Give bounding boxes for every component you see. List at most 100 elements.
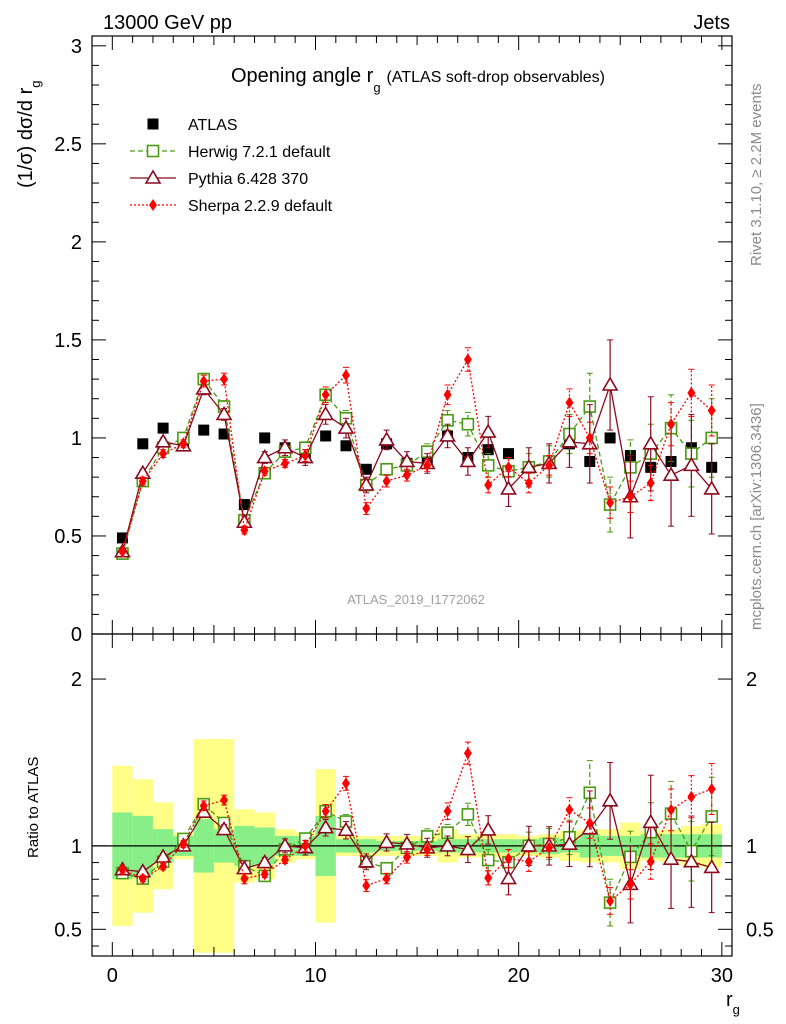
series-point-main [378, 431, 395, 446]
atlas-data-point-main [238, 499, 250, 511]
series-point-ratio [256, 853, 274, 869]
series-line-ratio [122, 752, 712, 903]
series-point-main [565, 396, 574, 409]
series-point-main [481, 459, 495, 472]
chart-title-main: Opening angle r [231, 65, 374, 87]
series-point-ratio [378, 833, 395, 849]
series-point-main [601, 376, 619, 391]
legend-marker [149, 199, 157, 211]
legend: ATLAS Herwig 7.2.1 default Pythia 6.428 37… [130, 117, 333, 215]
series-point-main [703, 480, 721, 495]
process-label: Jets [693, 12, 730, 34]
series-point-main [524, 477, 533, 490]
series-point-ratio [463, 747, 472, 760]
legend-label: Sherpa 2.2.9 default [188, 198, 333, 215]
atlas-data-point-main [320, 430, 332, 442]
y-tick-label-main: 1.5 [54, 330, 82, 352]
series-point-ratio [707, 782, 716, 795]
series-point-main [439, 427, 456, 442]
series-line-ratio [122, 799, 712, 887]
series-point-ratio [545, 841, 554, 854]
series-point-ratio [301, 839, 310, 852]
y-tick-label-main: 0.5 [54, 526, 82, 548]
x-axis-label-sub: g [733, 1002, 740, 1017]
energy-label: 13000 GeV pp [103, 12, 232, 34]
x-tick-label: 30 [711, 965, 733, 987]
series-point-main [585, 431, 594, 444]
series-point-main [301, 449, 310, 462]
series-point-ratio [179, 838, 188, 851]
series-point-main [321, 388, 330, 401]
series-point-main [682, 456, 700, 472]
legend-item: Herwig 7.2.1 default [130, 144, 331, 161]
series-point-main [646, 477, 655, 490]
series-point-ratio [520, 837, 538, 852]
series-point-ratio [461, 808, 475, 821]
series-point-ratio [402, 851, 411, 864]
atlas-data-point-main [340, 440, 352, 452]
y-axis-label-main-sub: g [28, 81, 43, 88]
x-tick-label: 0 [107, 965, 118, 987]
series-point-ratio [443, 805, 452, 818]
series-point-ratio [682, 853, 700, 868]
y-axis-label-main-text: (1/σ) dσ/d r [15, 87, 37, 188]
legend-label: Pythia 6.428 370 [188, 171, 308, 188]
y-tick-label-main: 2.5 [54, 134, 82, 156]
series-point-ratio [481, 853, 495, 867]
y-tick-label-main: 0 [71, 624, 82, 646]
series-point-ratio [215, 820, 233, 836]
series-point-main [159, 447, 168, 460]
chart-title-sub: g [373, 80, 380, 95]
series-point-main [402, 469, 411, 482]
series-point-main [382, 475, 391, 488]
series-point-ratio [626, 878, 635, 891]
legend-item: Pythia 6.428 370 [130, 169, 308, 188]
y-axis-label-main: (1/σ) dσ/d rg [15, 81, 43, 189]
x-tick-label: 20 [508, 965, 530, 987]
series-point-main [606, 496, 615, 509]
series-point-main [561, 433, 578, 448]
series-point-ratio [317, 819, 335, 834]
series-point-ratio [504, 852, 513, 865]
series-point-ratio [565, 803, 574, 816]
series-point-main [398, 452, 416, 468]
series-point-ratio [276, 837, 294, 852]
series-point-ratio [662, 850, 680, 865]
series-point-main [240, 524, 249, 537]
series-point-main [500, 480, 517, 495]
y-tick-label-ratio-right: 0.5 [746, 919, 774, 941]
atlas-data-point-main [360, 463, 372, 475]
series-point-ratio [646, 855, 655, 868]
chart-title: Opening angle rg (ATLAS soft-drop observa… [231, 65, 605, 95]
legend-item: Sherpa 2.2.9 default [130, 198, 333, 215]
series-point-ratio [667, 803, 676, 816]
series-point-ratio [260, 868, 269, 881]
series-point-main [545, 459, 554, 472]
series-point-ratio [423, 843, 432, 856]
series-point-main [317, 405, 335, 421]
atlas-data-point-main [116, 532, 128, 544]
mcplots-label: mcplots.cern.ch [arXiv:1306.3436] [748, 403, 765, 630]
series-point-ratio [380, 861, 393, 875]
legend-marker [146, 144, 160, 158]
series-point-main [260, 465, 269, 478]
series-point-ratio [321, 805, 330, 818]
y-tick-label-main: 1 [71, 428, 82, 450]
series-point-main [626, 490, 635, 503]
atlas-data-point-main [137, 438, 149, 450]
series-line-main [121, 382, 713, 552]
series-point-ratio [484, 871, 493, 884]
series-point-main [341, 369, 350, 382]
atlas-data-point-main [482, 444, 494, 456]
atlas-data-point-main [503, 448, 515, 460]
y-tick-label-ratio-right: 1 [746, 836, 757, 858]
series-point-main [380, 463, 393, 476]
series-point-ratio [459, 841, 477, 856]
series-point-main [276, 439, 294, 454]
series-point-ratio [524, 855, 533, 868]
series-point-ratio [357, 853, 375, 868]
legend-label: ATLAS [188, 117, 238, 134]
y-tick-label-main: 3 [71, 36, 82, 58]
legend-label: Herwig 7.2.1 default [188, 144, 331, 161]
